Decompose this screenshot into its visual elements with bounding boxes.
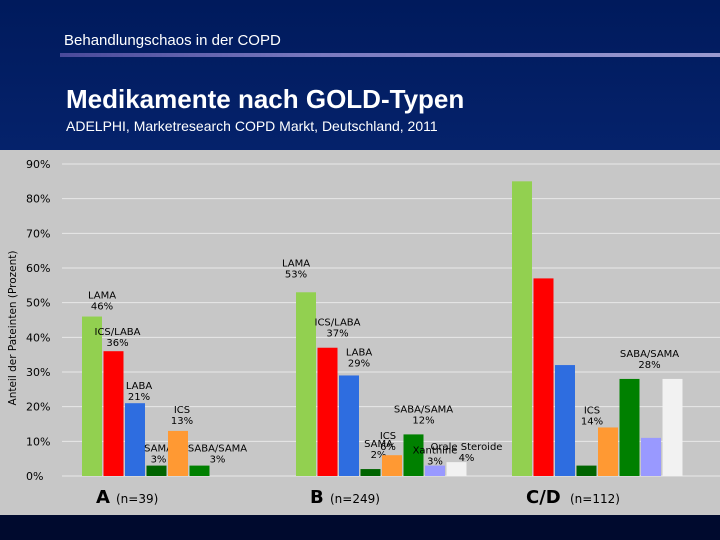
bar (425, 465, 445, 476)
y-tick-label: 30% (26, 366, 50, 379)
bar (317, 347, 338, 476)
y-tick-label: 40% (26, 331, 50, 344)
data-label: Orale Steroide 4% (431, 442, 503, 464)
bar (555, 365, 575, 476)
bar (82, 316, 102, 476)
bar (382, 455, 402, 476)
y-tick-label: 0% (26, 470, 43, 483)
bar (296, 292, 316, 476)
y-tick-label: 10% (26, 435, 50, 448)
category-label: C/D (526, 487, 561, 508)
data-label: ICS/LABA 37% (315, 318, 361, 340)
y-tick-label: 70% (26, 227, 50, 240)
bar (576, 465, 597, 476)
bar (512, 181, 532, 477)
data-label: LABA 29% (346, 347, 373, 369)
bar (662, 378, 683, 476)
y-axis-label: Anteil der Pateinten (Prozent) (7, 251, 19, 406)
bar (360, 469, 381, 476)
bar (619, 378, 640, 476)
data-label: SAMA 2% (364, 439, 393, 461)
y-tick-label: 20% (26, 401, 50, 414)
page-title: Medikamente nach GOLD-Typen (66, 84, 465, 114)
data-label: LAMA 53% (282, 258, 310, 280)
category-count: (n=112) (570, 492, 620, 506)
category-label: B (310, 487, 324, 508)
header-divider (60, 53, 720, 57)
page-subtitle: ADELPHI, Marketresearch COPD Markt, Deut… (66, 118, 438, 134)
bar (103, 351, 124, 476)
data-label: ICS 13% (171, 405, 193, 427)
bar (446, 462, 467, 476)
bar (403, 434, 424, 476)
bar (146, 465, 167, 476)
data-label: SAMA 3% (144, 444, 173, 466)
data-label: ICS/LABA 36% (95, 327, 141, 349)
bar (168, 430, 188, 476)
bar (339, 375, 359, 476)
bar (125, 403, 145, 476)
data-label: ICS 6% (380, 431, 396, 453)
data-label: LAMA 46% (88, 291, 116, 313)
data-label: SABA/SAMA 12% (394, 404, 453, 426)
category-label: A (96, 487, 110, 508)
data-label: SABA/SAMA 3% (188, 444, 247, 466)
bottom-band (0, 515, 720, 540)
data-label: ICS 14% (581, 405, 603, 427)
data-label: Xanthine 3% (413, 446, 458, 468)
y-tick-label: 60% (26, 262, 50, 275)
slide-section-title: Behandlungschaos in der COPD (64, 32, 281, 49)
y-tick-label: 50% (26, 297, 50, 310)
data-label: LABA 21% (126, 381, 153, 403)
bar (189, 465, 210, 476)
bar (641, 437, 661, 476)
y-tick-label: 80% (26, 193, 50, 206)
category-count: (n=249) (330, 492, 380, 506)
bar-chart: 0% 10% 20% 30% 40% 50% 60% 70% 80% 90% Anteil der … (7, 158, 720, 508)
data-label: SABA/SAMA 28% (620, 349, 679, 371)
y-tick-label: 90% (26, 158, 50, 171)
bar (598, 427, 618, 476)
category-count: (n=39) (116, 492, 158, 506)
bar (533, 278, 554, 476)
